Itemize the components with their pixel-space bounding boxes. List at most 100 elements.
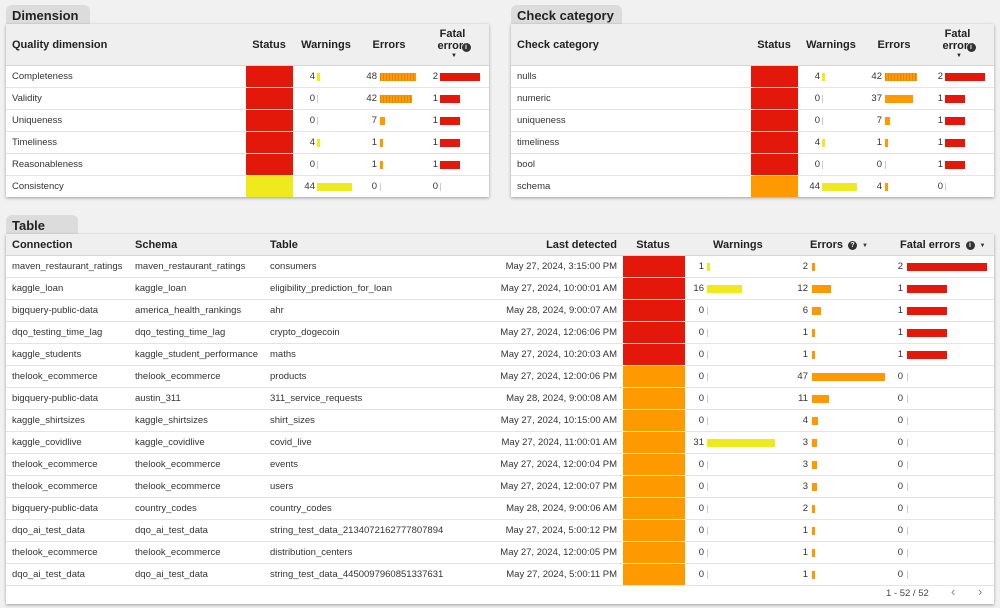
dimension-row[interactable]: Reasonableness 0 1 1 <box>6 154 489 176</box>
table-name[interactable]: crypto_dogecoin <box>270 327 340 338</box>
category-status-cell <box>751 110 798 131</box>
category-errors-bar <box>885 139 888 147</box>
dimension-col-name[interactable]: Quality dimension <box>12 39 108 51</box>
table-name[interactable]: users <box>270 481 294 492</box>
col-connection[interactable]: Connection <box>12 239 73 251</box>
table-name[interactable]: consumers <box>270 261 317 272</box>
dimension-col-fatal[interactable]: Fatal errorsi ▼ <box>434 28 474 60</box>
col-errors[interactable]: Errors? ▼ <box>810 239 868 251</box>
col-table[interactable]: Table <box>270 239 298 251</box>
category-col-fatal[interactable]: Fatal errorsi ▼ <box>939 28 979 60</box>
table-fatal-count: 0 <box>897 371 903 382</box>
category-warnings-count: 44 <box>809 181 820 192</box>
table-name[interactable]: ahr <box>270 305 284 316</box>
chevron-right-icon[interactable]: › <box>978 584 983 599</box>
dimension-name: Validity <box>12 93 42 104</box>
table-errors-count: 2 <box>802 261 808 272</box>
table-row[interactable]: bigquery-public-data country_codes country… <box>6 498 994 520</box>
status-cell <box>623 256 685 277</box>
last-detected: May 27, 2024, 12:00:07 PM <box>500 481 617 492</box>
table-name[interactable]: covid_live <box>270 437 312 448</box>
dimension-name: Consistency <box>12 181 64 192</box>
category-col-errors[interactable]: Errors <box>877 39 911 51</box>
category-row[interactable]: numeric 0 37 1 <box>511 88 994 110</box>
info-icon[interactable]: i <box>966 43 976 52</box>
category-name: nulls <box>517 71 537 82</box>
table-name[interactable]: distribution_centers <box>270 547 353 558</box>
table-row[interactable]: thelook_ecommerce thelook_ecommerce users M… <box>6 476 994 498</box>
col-fatal-errors[interactable]: Fatal errors i ▼ <box>900 239 985 251</box>
help-icon[interactable]: ? <box>848 241 858 250</box>
col-schema[interactable]: Schema <box>135 239 178 251</box>
table-name[interactable]: country_codes <box>270 503 332 514</box>
dimension-row[interactable]: Timeliness 4 1 1 <box>6 132 489 154</box>
table-name[interactable]: products <box>270 371 307 382</box>
connection-name: bigquery-public-data <box>12 305 99 316</box>
dimension-errors-count: 1 <box>371 137 377 148</box>
category-row[interactable]: uniqueness 0 7 1 <box>511 110 994 132</box>
last-detected: May 28, 2024, 9:00:07 AM <box>506 305 617 316</box>
last-detected: May 27, 2024, 12:06:06 PM <box>500 327 617 338</box>
table-row[interactable]: kaggle_students kaggle_student_performanc… <box>6 344 994 366</box>
table-fatal-count: 0 <box>897 525 903 536</box>
table-errors-count: 4 <box>802 415 808 426</box>
sort-desc-icon[interactable]: ▼ <box>862 243 868 249</box>
dimension-col-errors[interactable]: Errors <box>372 39 406 51</box>
table-warnings-bar <box>707 527 708 535</box>
table-row[interactable]: thelook_ecommerce thelook_ecommerce events… <box>6 454 994 476</box>
dimension-col-warnings[interactable]: Warnings <box>301 39 351 51</box>
table-errors-bar <box>812 307 822 315</box>
table-row[interactable]: dqo_ai_test_data dqo_ai_test_data string_t… <box>6 564 994 586</box>
table-row[interactable]: maven_restaurant_ratings maven_restaurant… <box>6 256 994 278</box>
table-row[interactable]: kaggle_loan kaggle_loan eligibility_predic… <box>6 278 994 300</box>
dimension-row[interactable]: Validity 0 42 1 <box>6 88 489 110</box>
col-last-detected[interactable]: Last detected <box>546 239 617 251</box>
dimension-warnings-bar <box>317 183 353 191</box>
sort-desc-icon[interactable]: ▼ <box>956 53 962 59</box>
col-warnings[interactable]: Warnings <box>713 239 763 251</box>
table-warnings-bar <box>707 571 708 579</box>
connection-name: thelook_ecommerce <box>12 459 98 470</box>
dimension-row[interactable]: Completeness 4 48 2 <box>6 66 489 88</box>
dimension-col-status[interactable]: Status <box>252 39 286 51</box>
dimension-row[interactable]: Consistency 44 0 0 <box>6 176 489 197</box>
category-row[interactable]: bool 0 0 1 <box>511 154 994 176</box>
sort-desc-icon[interactable]: ▼ <box>451 53 457 59</box>
category-col-fatal-label: Fatal errors <box>942 28 975 52</box>
table-fatal-count: 0 <box>897 437 903 448</box>
table-name[interactable]: events <box>270 459 298 470</box>
pagination-label: 1 - 52 / 52 <box>886 588 929 599</box>
dimension-errors-count: 7 <box>371 115 377 126</box>
table-row[interactable]: bigquery-public-data america_health_ranki… <box>6 300 994 322</box>
table-row[interactable]: thelook_ecommerce thelook_ecommerce distri… <box>6 542 994 564</box>
table-row[interactable]: thelook_ecommerce thelook_ecommerce produc… <box>6 366 994 388</box>
table-name[interactable]: maths <box>270 349 296 360</box>
category-row[interactable]: nulls 4 42 2 <box>511 66 994 88</box>
table-name[interactable]: string_test_data_2134072162777807894 <box>270 525 444 536</box>
category-fatal-count: 1 <box>937 159 943 170</box>
table-row[interactable]: kaggle_covidlive kaggle_covidlive covid_li… <box>6 432 994 454</box>
category-row[interactable]: schema 44 4 0 <box>511 176 994 197</box>
info-icon[interactable]: i <box>965 241 975 250</box>
table-row[interactable]: dqo_testing_time_lag dqo_testing_time_lag… <box>6 322 994 344</box>
table-name[interactable]: 311_service_requests <box>270 393 363 404</box>
col-status[interactable]: Status <box>636 239 670 251</box>
category-col-name[interactable]: Check category <box>517 39 599 51</box>
sort-desc-icon[interactable]: ▼ <box>979 243 986 249</box>
table-name[interactable]: eligibility_prediction_for_loan <box>270 283 392 294</box>
table-warnings-bar <box>707 351 708 359</box>
table-row[interactable]: dqo_ai_test_data dqo_ai_test_data string_t… <box>6 520 994 542</box>
table-row[interactable]: bigquery-public-data austin_311 311_servic… <box>6 388 994 410</box>
category-col-warnings[interactable]: Warnings <box>806 39 856 51</box>
category-row[interactable]: timeliness 4 1 1 <box>511 132 994 154</box>
category-col-status[interactable]: Status <box>757 39 791 51</box>
table-name[interactable]: shirt_sizes <box>270 415 315 426</box>
info-icon[interactable]: i <box>461 43 471 52</box>
table-fatal-bar <box>907 571 908 579</box>
table-warnings-count: 0 <box>698 547 704 558</box>
last-detected: May 27, 2024, 12:00:06 PM <box>500 371 617 382</box>
table-name[interactable]: string_test_data_4450097960851337631 <box>270 569 444 580</box>
chevron-left-icon[interactable]: ‹ <box>951 584 956 599</box>
table-row[interactable]: kaggle_shirtsizes kaggle_shirtsizes shirt_… <box>6 410 994 432</box>
dimension-row[interactable]: Uniqueness 0 7 1 <box>6 110 489 132</box>
